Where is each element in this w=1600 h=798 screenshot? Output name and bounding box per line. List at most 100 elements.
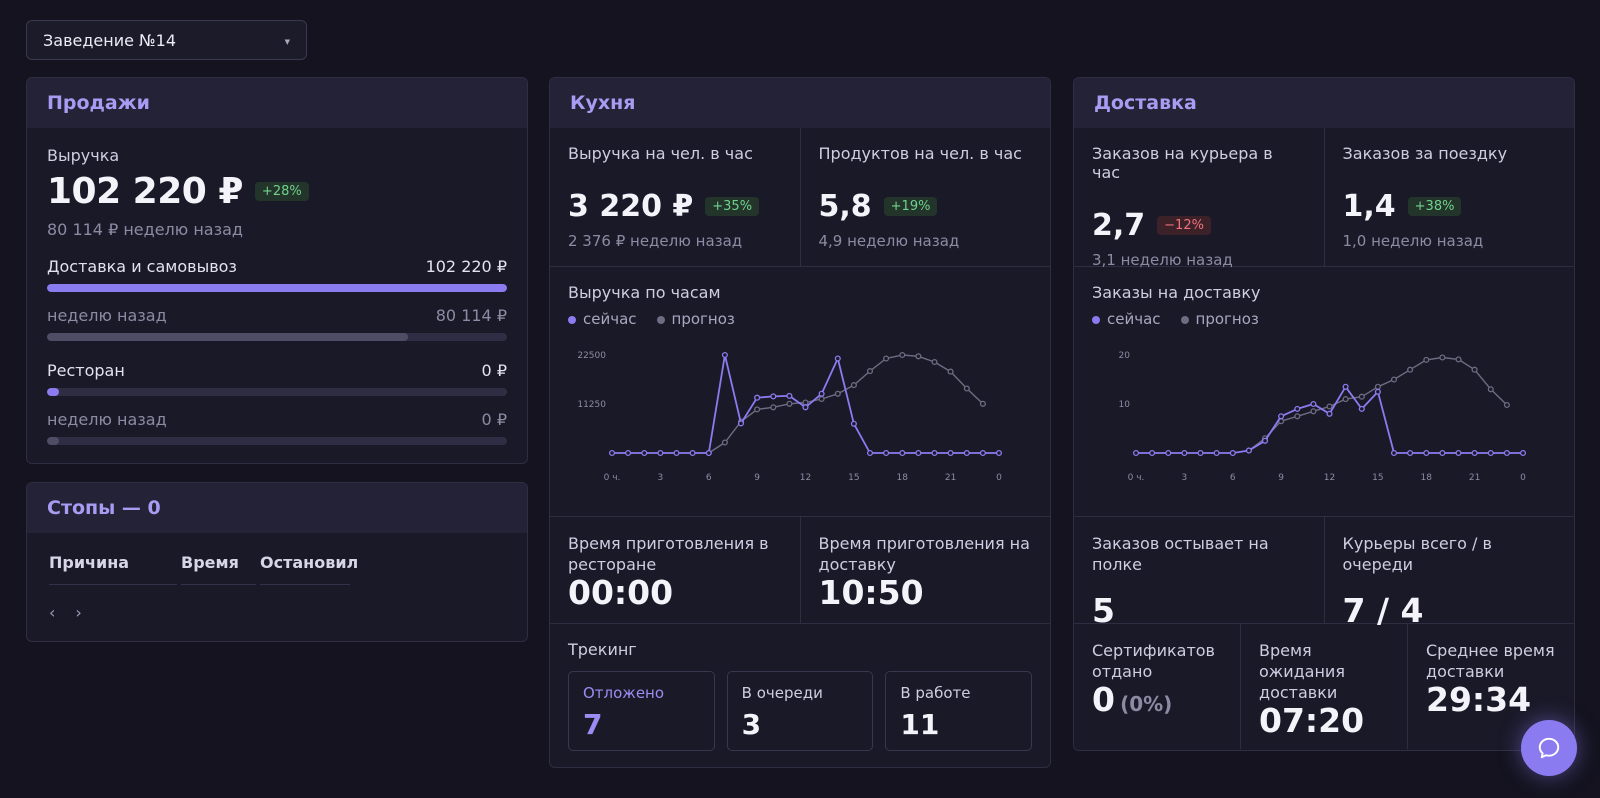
- x-tick-label: 0: [1520, 473, 1526, 483]
- data-point-now: [754, 394, 761, 401]
- time-label: Время приготовления на доставку: [818, 534, 1030, 574]
- sales-bar-label: неделю назад: [47, 306, 167, 325]
- series-line-forecast: [708, 354, 984, 454]
- delivery-orders-chart-svg: 10 20 0 ч. 3 6 9 12 15 18 21 0: [1119, 351, 1527, 483]
- column-reason[interactable]: Причина: [49, 553, 177, 585]
- sales-bar-item: неделю назад 0 ₽: [47, 410, 507, 445]
- data-point-now: [1294, 405, 1301, 412]
- data-point-forecast: [834, 390, 841, 397]
- chevron-down-icon: ▼: [284, 38, 290, 46]
- legend-now[interactable]: сейчас: [1092, 310, 1161, 328]
- tracking-postponed[interactable]: Отложено 7: [568, 671, 715, 751]
- data-point-forecast: [786, 400, 793, 407]
- metric-change-badge: −12%: [1157, 216, 1211, 235]
- data-point-forecast: [866, 368, 874, 375]
- metric-prev: 2 376 ₽ неделю назад: [568, 232, 743, 250]
- y-tick-label: 10: [1119, 400, 1131, 410]
- data-point-now: [1407, 449, 1414, 457]
- chart-legend: сейчас прогноз: [568, 310, 1032, 328]
- delivery-title: Доставка: [1074, 78, 1574, 128]
- metric-orders-per-courier: Заказов на курьера в час 2,7 −12% 3,1 не…: [1074, 128, 1324, 269]
- x-tick-label: 0 ч.: [1128, 473, 1145, 483]
- legend-forecast[interactable]: прогноз: [1180, 310, 1259, 328]
- series-line-forecast: [1248, 356, 1508, 452]
- data-point-forecast: [818, 395, 825, 403]
- sales-bar-value: 102 220 ₽: [425, 257, 507, 276]
- x-tick-label: 6: [706, 473, 712, 483]
- metric-label: Сертификатов отдано: [1092, 641, 1215, 681]
- metric-prev: 3,1 неделю назад: [1092, 251, 1233, 269]
- sales-bar-item: Ресторан 0 ₽: [47, 361, 507, 396]
- next-page-button[interactable]: ›: [75, 603, 82, 622]
- x-tick-label: 0 ч.: [604, 473, 621, 483]
- hourly-revenue-chart: Выручка по часам сейчас прогноз 11250 225…: [550, 267, 1050, 517]
- chat-bubble-icon: [1538, 737, 1560, 759]
- sales-bar-label: Ресторан: [47, 361, 125, 380]
- column-stopped-by[interactable]: Остановил: [260, 553, 358, 585]
- tracking-title: Трекинг: [568, 640, 637, 659]
- chart-legend: сейчас прогноз: [1092, 310, 1556, 328]
- data-point-now: [689, 449, 696, 457]
- data-point-now: [657, 449, 664, 457]
- metric-label: Заказов за поездку: [1342, 144, 1508, 163]
- data-point-forecast: [1407, 366, 1414, 373]
- column-time[interactable]: Время: [181, 553, 256, 585]
- tracking-value: 11: [900, 708, 940, 741]
- tracking-in-progress[interactable]: В работе 11: [885, 671, 1033, 751]
- metric-products-per-person: Продуктов на чел. в час 5,8 +19% 4,9 нед…: [799, 128, 1051, 266]
- data-point-forecast: [1423, 356, 1430, 363]
- x-tick-label: 21: [945, 473, 956, 483]
- data-point-now: [1245, 447, 1252, 454]
- data-point-forecast: [1439, 354, 1446, 361]
- sales-bar-item: неделю назад 80 114 ₽: [47, 306, 507, 341]
- data-point-now: [1149, 449, 1156, 457]
- data-point-forecast: [770, 404, 777, 411]
- metric-prev: 1,0 неделю назад: [1342, 232, 1484, 250]
- stops-title: Стопы — 0: [27, 483, 527, 533]
- x-tick-label: 6: [1230, 473, 1236, 483]
- avg-delivery-time: Среднее время доставки 29:34: [1407, 624, 1574, 749]
- data-point-now: [1132, 449, 1140, 457]
- metric-change-badge: +38%: [1407, 197, 1462, 216]
- sales-bar-fill: [47, 284, 507, 292]
- metric-value: 5,8: [818, 189, 872, 224]
- data-point-forecast: [1326, 403, 1333, 410]
- delivery-orders-chart: Заказы на доставку сейчас прогноз 10 20 0 …: [1074, 267, 1574, 517]
- y-tick-label: 22500: [577, 351, 606, 361]
- tracking-section: Трекинг Отложено 7 В очереди 3 В работе …: [550, 624, 1050, 767]
- data-point-now: [899, 449, 906, 457]
- venue-select[interactable]: Заведение №14 ▼: [26, 20, 307, 60]
- chat-button[interactable]: [1521, 720, 1577, 776]
- data-point-now: [1278, 413, 1285, 420]
- sales-bar-value: 80 114 ₽: [435, 306, 507, 325]
- x-tick-label: 15: [848, 473, 859, 483]
- metric-label: Заказов остывает на полке: [1092, 534, 1269, 574]
- y-tick-label: 20: [1119, 351, 1131, 361]
- legend-now[interactable]: сейчас: [568, 310, 637, 328]
- data-point-forecast: [1471, 366, 1478, 373]
- data-point-now: [1229, 449, 1236, 457]
- revenue-label: Выручка: [47, 146, 120, 165]
- tracking-queued[interactable]: В очереди 3: [726, 671, 874, 751]
- data-point-forecast: [931, 358, 938, 366]
- venue-select-value: Заведение №14: [43, 30, 177, 50]
- prev-page-button[interactable]: ‹: [49, 603, 56, 622]
- data-point-forecast: [1342, 396, 1349, 403]
- data-point-forecast: [1294, 413, 1301, 420]
- data-point-forecast: [1374, 383, 1381, 390]
- data-point-now: [721, 351, 728, 359]
- sales-bar-fill: [47, 437, 59, 445]
- data-point-forecast: [899, 351, 906, 359]
- tracking-value: 3: [741, 708, 762, 741]
- metric-value: 2,7: [1092, 208, 1146, 243]
- data-point-forecast: [1455, 356, 1462, 363]
- data-point-now: [608, 449, 616, 457]
- sales-bar-fill: [47, 333, 408, 341]
- pagination: ‹ ›: [27, 585, 527, 640]
- data-point-now: [1374, 388, 1381, 395]
- couriers-total-queue: Курьеры всего / в очереди 7 / 4: [1323, 517, 1575, 629]
- metric-label: Время ожидания доставки: [1259, 641, 1345, 702]
- series-line-now: [1136, 385, 1523, 454]
- legend-forecast[interactable]: прогноз: [656, 310, 735, 328]
- data-point-now: [1197, 449, 1204, 457]
